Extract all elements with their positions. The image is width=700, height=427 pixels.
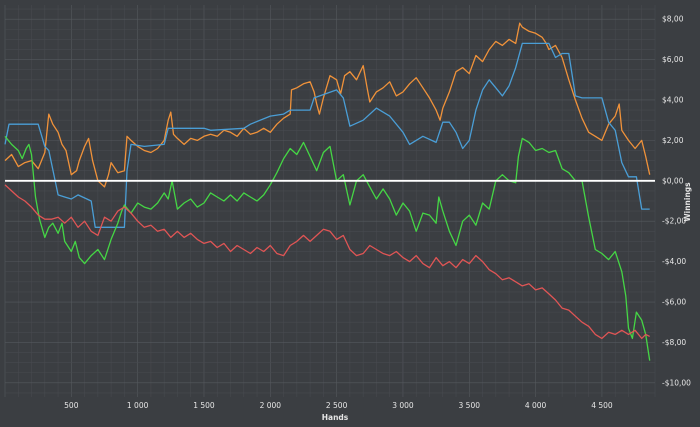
y-tick-label: $2,00 — [662, 136, 684, 145]
y-tick-label: $8,00 — [662, 15, 684, 24]
y-axis-title: Winnings — [683, 182, 692, 222]
x-tick-label: 4 000 — [525, 401, 547, 410]
y-tick-label: -$4,00 — [662, 257, 686, 266]
y-tick-label: -$2,00 — [662, 217, 686, 226]
x-tick-label: 1 500 — [193, 401, 215, 410]
series-lines — [4, 22, 651, 361]
y-tick-label: $6,00 — [662, 55, 684, 64]
y-tick-label: -$6,00 — [662, 298, 686, 307]
x-tick-label: 500 — [64, 401, 79, 410]
x-tick-label: 1 000 — [127, 401, 149, 410]
series-line-2 — [4, 42, 650, 228]
series-line-4 — [4, 184, 650, 340]
series-line-1 — [4, 22, 651, 188]
x-tick-label: 3 000 — [392, 401, 414, 410]
y-tick-label: -$8,00 — [662, 338, 686, 347]
series-line-3 — [4, 135, 651, 361]
x-tick-label: 4 500 — [591, 401, 613, 410]
y-tick-label: $4,00 — [662, 95, 684, 104]
x-tick-label: 2 500 — [326, 401, 348, 410]
x-axis-title: Hands — [322, 413, 349, 422]
y-tick-label: -$10,00 — [662, 378, 691, 387]
y-tick-label: $0,00 — [662, 176, 684, 185]
x-axis-ticks: 500 1 000 1 500 2 000 2 500 3 000 3 500 4 000 4 … — [64, 401, 613, 410]
y-axis-ticks: $8,00 $6,00 $4,00 $2,00 $0,00 -$2,00 -$4,00 -$6… — [662, 15, 691, 388]
x-tick-label: 2 000 — [260, 401, 282, 410]
x-tick-label: 3 500 — [459, 401, 481, 410]
